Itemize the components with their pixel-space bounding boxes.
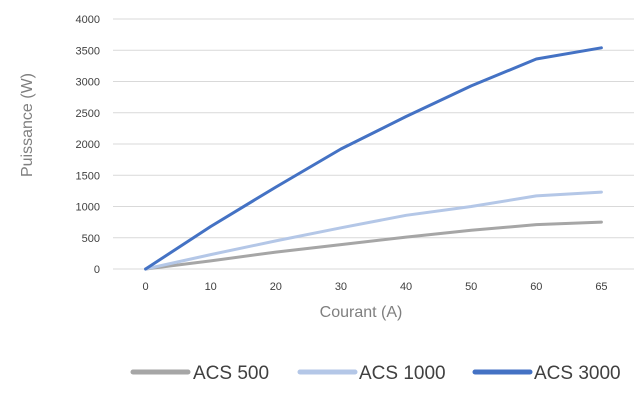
series-line-acs-1000 [144, 190, 603, 271]
series-line-acs-3000 [144, 46, 603, 271]
legend-label: ACS 1000 [359, 363, 446, 384]
legend-label: ACS 3000 [534, 363, 621, 384]
x-tick-label: 0 [143, 281, 149, 293]
x-axis-ticks: 0 10 20 30 40 50 60 65 [143, 281, 608, 293]
x-tick-label: 30 [335, 281, 347, 293]
gridlines [113, 18, 634, 270]
x-axis-title: Courant (A) [320, 304, 403, 321]
series-lines [144, 46, 603, 271]
y-axis-title: Puissance (W) [19, 73, 36, 177]
legend-item: ACS 3000 [472, 363, 621, 384]
y-tick-label: 3500 [76, 45, 100, 57]
y-tick-label: 2500 [76, 108, 100, 120]
x-tick-label: 20 [270, 281, 282, 293]
x-tick-label: 65 [595, 281, 607, 293]
y-tick-label: 4000 [76, 14, 100, 26]
y-tick-label: 1000 [76, 202, 100, 214]
y-tick-label: 0 [94, 264, 100, 276]
y-tick-label: 3000 [76, 77, 100, 89]
x-tick-label: 60 [530, 281, 542, 293]
legend: ACS 500 ACS 1000 ACS 3000 [130, 363, 621, 384]
y-tick-label: 2000 [76, 139, 100, 151]
legend-item: ACS 500 [130, 363, 269, 384]
x-tick-label: 40 [400, 281, 412, 293]
y-tick-label: 500 [82, 233, 100, 245]
legend-label: ACS 500 [193, 363, 269, 384]
x-tick-label: 50 [465, 281, 477, 293]
y-axis-ticks: 0 500 1000 1500 2000 2500 3000 3500 4000 [76, 14, 100, 276]
x-tick-label: 10 [205, 281, 217, 293]
legend-item: ACS 1000 [297, 363, 446, 384]
series-line-acs-500 [144, 220, 603, 271]
y-tick-label: 1500 [76, 170, 100, 182]
